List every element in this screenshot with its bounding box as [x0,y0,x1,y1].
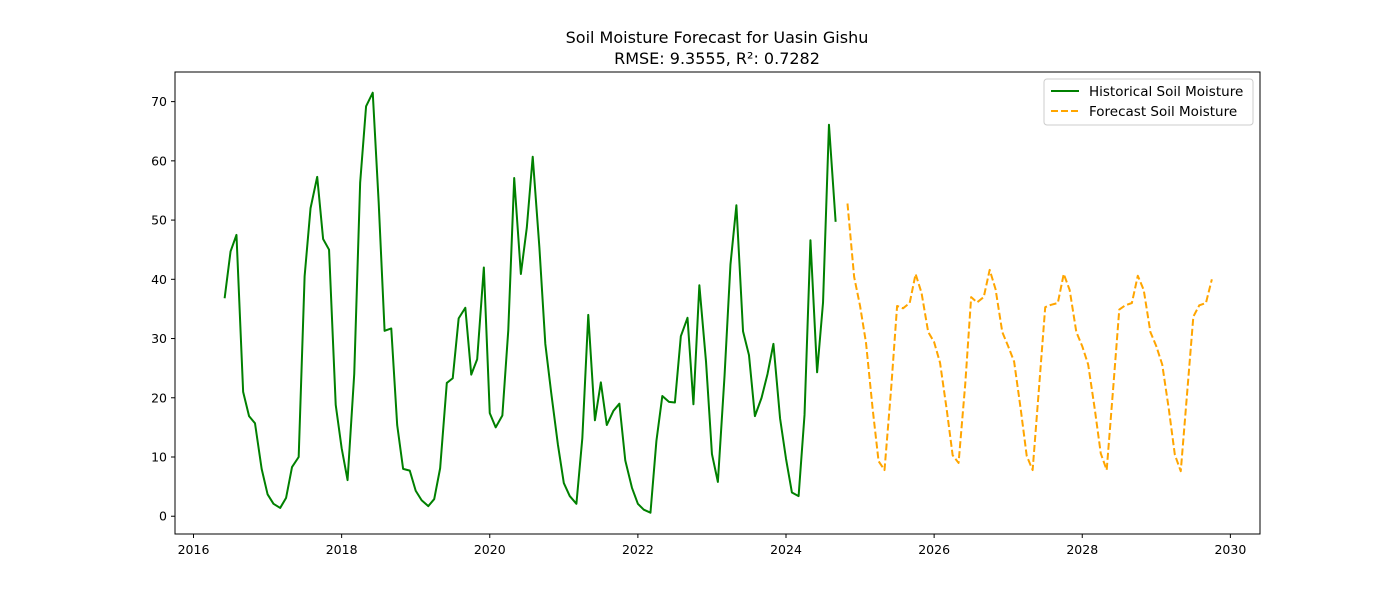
x-tick-label: 2024 [770,542,802,557]
x-tick-label: 2018 [326,542,358,557]
x-tick-label: 2028 [1066,542,1098,557]
legend: Historical Soil Moisture Forecast Soil M… [1043,78,1254,126]
y-tick-label: 40 [151,272,167,287]
x-tick-label: 2020 [474,542,506,557]
x-tick-label: 2016 [178,542,210,557]
legend-label-forecast: Forecast Soil Moisture [1089,104,1237,120]
legend-label-historical: Historical Soil Moisture [1089,84,1243,100]
y-tick-label: 60 [151,153,167,168]
chart-subtitle: RMSE: 9.3555, R²: 0.7282 [614,49,820,68]
y-tick-label: 30 [151,331,167,346]
y-tick-label: 0 [159,509,167,524]
chart-title: Soil Moisture Forecast for Uasin Gishu [566,28,869,47]
plot-frame [174,71,1261,535]
y-tick-label: 20 [151,390,167,405]
legend-box [1043,78,1254,126]
x-tick-label: 2022 [622,542,654,557]
y-tick-label: 50 [151,213,167,228]
series-layer [223,91,1213,514]
x-axis: 2016 2018 2020 2022 2024 2026 2028 2030 [178,534,1246,557]
y-tick-label: 10 [151,450,167,465]
y-tick-label: 70 [151,94,167,109]
historical-soil-moisture-line [223,91,837,514]
forecast-soil-moisture-line [846,203,1213,473]
y-axis: 0 10 20 30 40 50 60 70 [151,94,175,524]
x-tick-label: 2026 [918,542,950,557]
x-tick-label: 2030 [1214,542,1246,557]
